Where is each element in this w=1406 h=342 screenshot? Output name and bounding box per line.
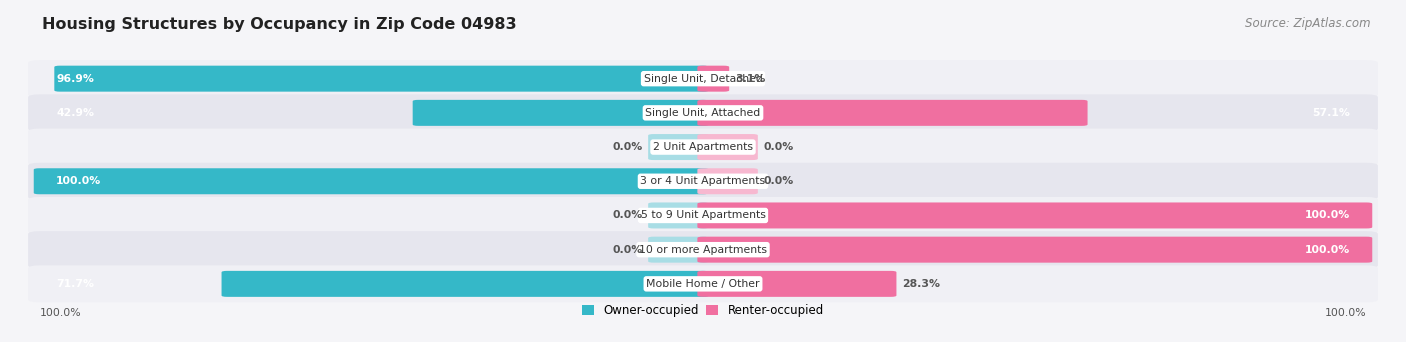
Text: Single Unit, Detached: Single Unit, Detached bbox=[644, 74, 762, 84]
Text: 100.0%: 100.0% bbox=[1305, 245, 1350, 255]
Text: 100.0%: 100.0% bbox=[1324, 308, 1367, 318]
FancyBboxPatch shape bbox=[28, 163, 1378, 200]
Text: Housing Structures by Occupancy in Zip Code 04983: Housing Structures by Occupancy in Zip C… bbox=[42, 17, 517, 32]
FancyBboxPatch shape bbox=[55, 66, 709, 92]
Text: 10 or more Apartments: 10 or more Apartments bbox=[638, 245, 768, 255]
Text: Source: ZipAtlas.com: Source: ZipAtlas.com bbox=[1246, 17, 1371, 30]
FancyBboxPatch shape bbox=[28, 197, 1378, 234]
Text: 2 Unit Apartments: 2 Unit Apartments bbox=[652, 142, 754, 152]
Text: 3 or 4 Unit Apartments: 3 or 4 Unit Apartments bbox=[641, 176, 765, 186]
Text: 0.0%: 0.0% bbox=[763, 142, 794, 152]
FancyBboxPatch shape bbox=[648, 202, 709, 228]
FancyBboxPatch shape bbox=[648, 237, 709, 263]
Text: 28.3%: 28.3% bbox=[903, 279, 941, 289]
Text: Single Unit, Attached: Single Unit, Attached bbox=[645, 108, 761, 118]
Text: 96.9%: 96.9% bbox=[56, 74, 94, 84]
FancyBboxPatch shape bbox=[34, 168, 709, 194]
FancyBboxPatch shape bbox=[413, 100, 709, 126]
FancyBboxPatch shape bbox=[697, 134, 758, 160]
FancyBboxPatch shape bbox=[28, 231, 1378, 268]
Text: 57.1%: 57.1% bbox=[1312, 108, 1350, 118]
FancyBboxPatch shape bbox=[222, 271, 709, 297]
FancyBboxPatch shape bbox=[28, 129, 1378, 166]
Text: Mobile Home / Other: Mobile Home / Other bbox=[647, 279, 759, 289]
Text: 100.0%: 100.0% bbox=[1305, 210, 1350, 221]
Text: 0.0%: 0.0% bbox=[763, 176, 794, 186]
FancyBboxPatch shape bbox=[697, 271, 897, 297]
Text: 0.0%: 0.0% bbox=[612, 245, 643, 255]
FancyBboxPatch shape bbox=[697, 237, 1372, 263]
FancyBboxPatch shape bbox=[697, 66, 730, 92]
Text: 5 to 9 Unit Apartments: 5 to 9 Unit Apartments bbox=[641, 210, 765, 221]
Text: 0.0%: 0.0% bbox=[612, 142, 643, 152]
Legend: Owner-occupied, Renter-occupied: Owner-occupied, Renter-occupied bbox=[582, 304, 824, 317]
FancyBboxPatch shape bbox=[697, 100, 1088, 126]
Text: 42.9%: 42.9% bbox=[56, 108, 94, 118]
FancyBboxPatch shape bbox=[28, 265, 1378, 302]
FancyBboxPatch shape bbox=[28, 94, 1378, 131]
FancyBboxPatch shape bbox=[28, 60, 1378, 97]
Text: 100.0%: 100.0% bbox=[39, 308, 82, 318]
FancyBboxPatch shape bbox=[697, 168, 758, 194]
Text: 71.7%: 71.7% bbox=[56, 279, 94, 289]
FancyBboxPatch shape bbox=[648, 134, 709, 160]
Text: 100.0%: 100.0% bbox=[56, 176, 101, 186]
Text: 0.0%: 0.0% bbox=[612, 210, 643, 221]
Text: 3.1%: 3.1% bbox=[735, 74, 765, 84]
FancyBboxPatch shape bbox=[697, 202, 1372, 228]
